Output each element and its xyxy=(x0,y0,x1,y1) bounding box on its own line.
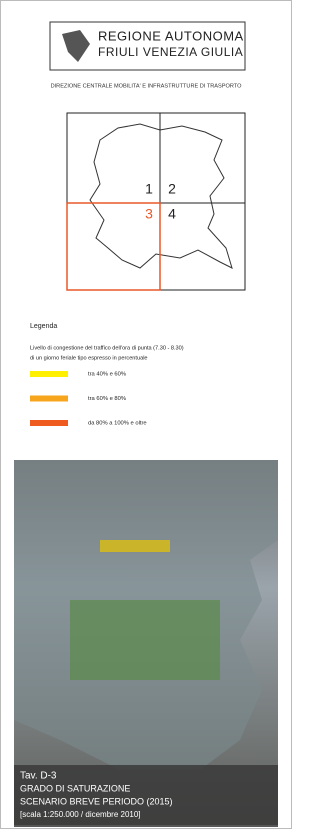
tile-number: 4 xyxy=(168,206,176,222)
photo-containers xyxy=(70,600,220,680)
caption-code: Tav. D-3 xyxy=(20,771,57,782)
caption-title: GRADO DI SATURAZIONE xyxy=(20,783,130,793)
logo-line1: REGIONE AUTONOMA xyxy=(98,28,244,43)
legend-description: di un giorno feriale tipo espresso in pe… xyxy=(30,355,148,361)
cover: REGIONE AUTONOMA FRIULI VENEZIA GIULIA D… xyxy=(0,0,292,829)
legend-swatch xyxy=(30,371,68,377)
legend-label: da 80% a 100% e oltre xyxy=(88,421,147,427)
tile-number: 2 xyxy=(168,181,176,197)
legend-description: Livello di congestione del traffico dell… xyxy=(30,345,184,351)
legend-label: tra 60% e 80% xyxy=(88,396,126,402)
photo-crane xyxy=(100,540,170,552)
logo-line2: FRIULI VENEZIA GIULIA xyxy=(98,45,243,59)
legend-title: Legenda xyxy=(30,323,57,330)
legend-swatch xyxy=(30,420,68,426)
tile-number: 1 xyxy=(145,181,153,197)
department: DIREZIONE CENTRALE MOBILITA' E INFRASTRU… xyxy=(51,83,243,89)
caption-scale: [scala 1:250.000 / dicembre 2010] xyxy=(20,810,141,819)
legend-label: tra 40% e 60% xyxy=(88,372,126,378)
tile-number: 3 xyxy=(145,206,153,222)
legend-swatch xyxy=(30,396,68,402)
caption-subtitle: SCENARIO BREVE PERIODO (2015) xyxy=(20,796,173,806)
